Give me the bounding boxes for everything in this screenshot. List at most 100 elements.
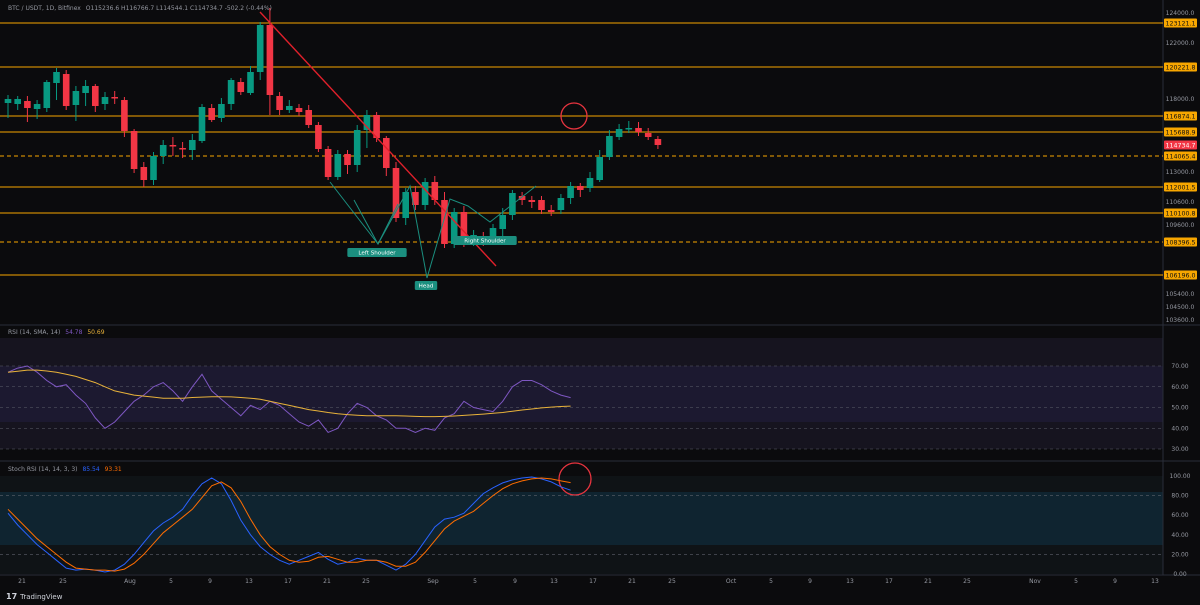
candle-body — [644, 133, 652, 137]
tradingview-brand: TradingView — [20, 592, 63, 601]
candle — [353, 125, 361, 172]
price-level-tag-bg — [1164, 237, 1197, 247]
time-axis-tick: Nov — [1029, 578, 1041, 585]
candle-body — [528, 200, 536, 202]
candle-body — [606, 136, 613, 157]
candle-body — [373, 115, 380, 138]
candle — [266, 8, 274, 115]
rsi-legend-title: RSI (14, SMA, 14) — [8, 329, 61, 336]
candle-body — [82, 86, 89, 93]
candle-body — [179, 148, 186, 150]
rsi-axis-tick: 30.00 — [1171, 446, 1188, 453]
price-level-tag-bg — [1164, 208, 1197, 218]
candle — [441, 192, 448, 248]
candle — [276, 92, 283, 115]
left-shoulder-label-bg — [347, 248, 407, 257]
candle-body — [169, 145, 177, 147]
candle — [43, 80, 51, 112]
time-axis-tick: 5 — [769, 578, 773, 585]
price-axis-tick: 104500.0 — [1166, 304, 1195, 311]
rsi-legend: RSI (14, SMA, 14) 54.78 50.69 — [8, 329, 108, 336]
time-axis-tick: 13 — [550, 578, 558, 585]
candle — [625, 121, 633, 133]
candle-body — [218, 104, 225, 118]
candle — [596, 150, 603, 182]
candle — [218, 98, 225, 122]
stoch-band — [0, 492, 1163, 545]
price-level-tag-bg — [1164, 127, 1197, 137]
stoch-legend: Stoch RSI (14, 14, 3, 3) 85.54 93.31 — [8, 466, 125, 473]
candle-body — [276, 96, 283, 110]
rsi-ma-line — [7, 369, 571, 418]
price-axis-tick: 122000.0 — [1166, 40, 1195, 47]
candle — [256, 22, 264, 80]
rsi-band — [0, 366, 1163, 422]
candle — [412, 186, 419, 210]
candle — [72, 86, 80, 121]
candle — [344, 150, 351, 174]
time-axis-tick: 9 — [1113, 578, 1117, 585]
price-axis-tick: 110600.0 — [1166, 199, 1195, 206]
candle — [130, 129, 138, 173]
candle-body — [363, 115, 371, 130]
candle-body — [130, 131, 138, 169]
candle-body — [615, 129, 623, 137]
candle — [179, 142, 186, 158]
candle-body — [421, 182, 429, 205]
candle-body — [14, 99, 21, 104]
tradingview-logo-icon: 𝟭𝟳 — [6, 592, 18, 601]
stoch-legend-title: Stoch RSI (14, 14, 3, 3) — [8, 466, 78, 473]
candle-body — [518, 196, 526, 200]
candle — [557, 194, 565, 214]
candle — [227, 78, 235, 110]
candle-body — [101, 97, 109, 104]
candle-body — [140, 167, 148, 180]
left-shoulder-label-text: Left Shoulder — [358, 251, 396, 257]
time-axis-tick: 5 — [169, 578, 173, 585]
candle-body — [596, 157, 603, 180]
candle-body — [547, 210, 555, 212]
candle-body — [33, 104, 41, 109]
candle — [111, 91, 118, 104]
candle — [198, 104, 206, 143]
candle-body — [4, 99, 12, 103]
price-level-value: 106196.0 — [1165, 272, 1195, 279]
price-axis-tick: 124000.0 — [1166, 10, 1195, 17]
candle-body — [635, 128, 642, 132]
candle-body — [324, 149, 332, 177]
candle — [169, 137, 177, 156]
stoch-axis-tick: 40.00 — [1171, 532, 1188, 539]
trendline — [259, 11, 497, 267]
stoch-legend-d: 93.31 — [104, 466, 122, 473]
head-label-text: Head — [419, 284, 434, 290]
price-level-value: 123121.1 — [1165, 20, 1195, 27]
candle — [82, 80, 89, 106]
candle — [92, 84, 99, 112]
candle-body — [460, 212, 468, 242]
candle-body — [111, 97, 118, 99]
candle-body — [625, 128, 633, 130]
candle — [62, 70, 70, 110]
candle — [237, 78, 245, 95]
time-axis-tick: 21 — [18, 578, 26, 585]
time-axis-tick: 9 — [513, 578, 517, 585]
candle — [654, 136, 662, 149]
candle-body — [450, 212, 458, 244]
candle-body — [441, 200, 448, 244]
candle-body — [198, 107, 206, 141]
candle — [4, 95, 12, 118]
stoch-axis-tick: 20.00 — [1171, 551, 1188, 558]
tradingview-logo[interactable]: 𝟭𝟳 TradingView — [6, 592, 62, 601]
price-level-tag: 114065.4 — [1164, 151, 1197, 161]
candle-body — [43, 82, 51, 108]
candle-body — [557, 198, 565, 210]
head-label-bg — [414, 281, 438, 290]
stoch-axis-tick: 100.00 — [1170, 473, 1191, 480]
price-axis-tick: 113000.0 — [1166, 169, 1195, 176]
price-level-tag: 115688.9 — [1164, 127, 1197, 137]
candle-body — [150, 156, 157, 180]
time-axis-tick: 17 — [885, 578, 893, 585]
price-level-value: 116874.1 — [1165, 113, 1195, 120]
candle — [150, 152, 157, 185]
